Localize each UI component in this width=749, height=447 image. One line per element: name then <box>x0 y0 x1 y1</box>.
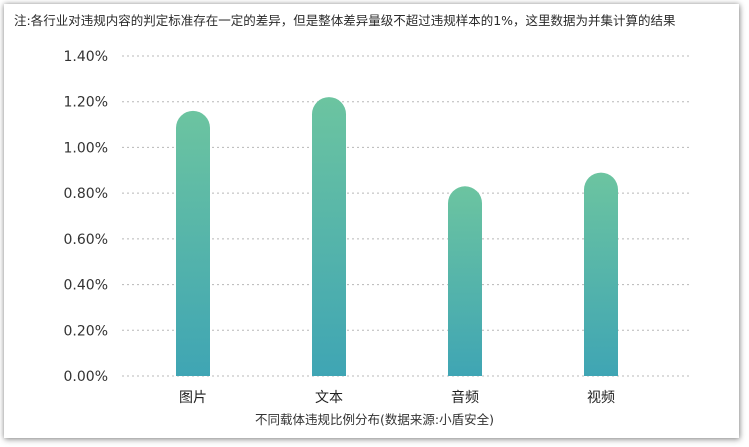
bar-3 <box>584 172 618 376</box>
x-axis-categories: 图片 文本 音频 视频 <box>179 389 615 406</box>
y-tick-label: 1.00% <box>64 140 108 156</box>
bar-0 <box>176 110 210 376</box>
bar-1 <box>312 97 346 377</box>
x-category-label: 图片 <box>179 390 207 406</box>
y-tick-label: 0.40% <box>64 278 108 294</box>
y-axis-ticks: 0.00% 0.20% 0.40% 0.60% 0.80% 1.00% 1.20% 1.40% <box>64 49 108 385</box>
bar-2 <box>448 186 482 376</box>
x-category-label: 视频 <box>587 390 615 406</box>
y-tick-label: 1.40% <box>64 49 108 65</box>
x-category-label: 文本 <box>315 390 343 406</box>
chart-note: 注:各行业对违规内容的判定标准存在一定的差异，但是整体差异量级不超过违规样本的1… <box>14 13 676 28</box>
y-tick-label: 0.00% <box>64 369 108 385</box>
y-tick-label: 1.20% <box>64 95 108 111</box>
y-tick-label: 0.60% <box>64 232 108 248</box>
x-category-label: 音频 <box>451 389 479 406</box>
y-tick-label: 0.80% <box>64 186 108 202</box>
y-tick-label: 0.20% <box>64 323 108 339</box>
chart-source-caption: 不同载体违规比例分布(数据来源:小盾安全) <box>255 412 494 427</box>
bars <box>176 97 618 377</box>
